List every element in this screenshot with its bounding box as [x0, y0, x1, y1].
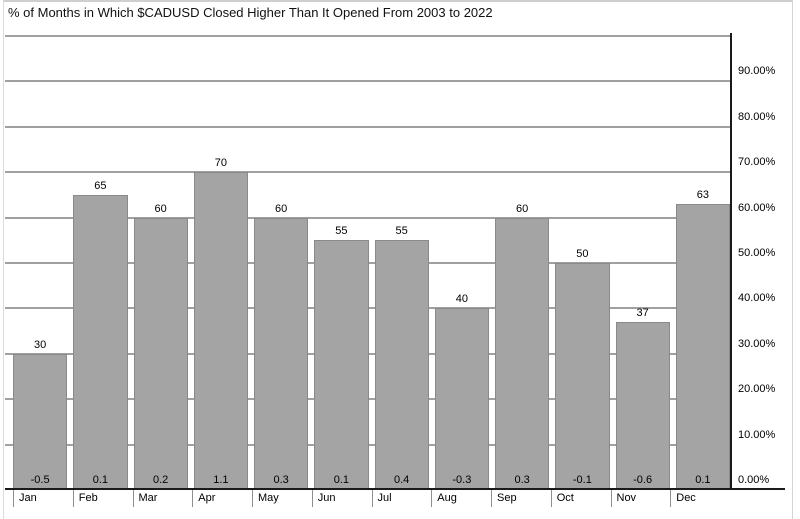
bar-feb: 0.1 — [73, 194, 128, 490]
gridline-90 — [5, 80, 732, 83]
month-label-jul: Jul — [371, 490, 432, 507]
bar-value-label: 63 — [696, 188, 709, 201]
bar-change-label: 0.1 — [695, 474, 711, 486]
y-axis-label: 80.00% — [738, 110, 776, 123]
bar-nov: -0.6 — [615, 322, 670, 490]
bar-aug: -0.3 — [434, 308, 489, 490]
bar-value-label: 55 — [335, 225, 348, 238]
chart-title: % of Months in Which $CADUSD Closed High… — [8, 5, 493, 20]
bar-cell-sep: 60 0.3 — [495, 36, 550, 490]
y-axis-label: 0.00% — [738, 474, 770, 486]
y-axis-label: 30.00% — [738, 337, 776, 350]
bar-cell-jan: 30 -0.5 — [13, 36, 68, 490]
gridline-50 — [5, 262, 732, 264]
bar-change-label: -0.1 — [572, 474, 592, 486]
gridline-20 — [5, 398, 732, 401]
bar-change-label: -0.5 — [30, 474, 50, 486]
bar-change-label: 1.1 — [213, 474, 229, 486]
month-label-dec: Dec — [670, 490, 730, 507]
bar-cell-jun: 55 0.1 — [314, 36, 369, 490]
bar-change-label: 0.1 — [92, 474, 109, 486]
month-label-jun: Jun — [311, 490, 372, 507]
bar-value-label: 60 — [275, 202, 288, 215]
bar-change-label: 0.3 — [273, 474, 289, 486]
gridline-80 — [5, 125, 732, 128]
bar-value-label: 60 — [154, 202, 167, 215]
y-axis-label: 90.00% — [738, 65, 776, 78]
gridline-60 — [5, 216, 732, 219]
gridline-30 — [5, 352, 732, 355]
bar-value-label: 55 — [395, 225, 408, 238]
gridline-70 — [5, 171, 732, 174]
month-label-aug: Aug — [431, 490, 491, 507]
y-axis-label: 50.00% — [738, 247, 776, 259]
bar-jun: 0.1 — [314, 240, 369, 490]
y-axis-label: 70.00% — [738, 156, 776, 169]
bar-cell-dec: 63 0.1 — [675, 36, 730, 490]
bar-oct: -0.1 — [555, 263, 610, 490]
x-axis-category-row: Jan Feb Mar Apr May Jun Jul Aug Sep Oct Nov Dec — [13, 490, 730, 507]
bar-sep: 0.3 — [495, 217, 550, 490]
y-axis-label: 40.00% — [738, 292, 776, 305]
bar-value-label: 40 — [455, 293, 468, 306]
bar-cell-oct: 50 -0.1 — [555, 36, 610, 490]
gridline-40 — [5, 307, 732, 310]
bar-cell-may: 60 0.3 — [254, 36, 309, 490]
bar-change-label: 0.2 — [152, 474, 169, 486]
bar-value-label: 30 — [34, 338, 47, 351]
bar-cell-nov: 37 -0.6 — [615, 36, 670, 490]
gridline-10 — [5, 443, 732, 446]
bar-change-label: 0.4 — [393, 474, 410, 486]
bar-cell-feb: 65 0.1 — [73, 36, 128, 490]
bar-change-label: -0.3 — [452, 474, 472, 486]
month-label-jan: Jan — [13, 490, 73, 507]
plot-area: 30 -0.5 65 0.1 60 0.2 70 1.1 60 0.3 55 0.1 55 0.4 40 -0… — [13, 36, 730, 490]
gridline-100 — [5, 35, 732, 37]
bar-jul: 0.4 — [374, 240, 429, 490]
bar-value-label: 70 — [214, 157, 227, 170]
bar-change-label: -0.6 — [633, 474, 653, 486]
bar-change-label: 0.1 — [333, 474, 350, 486]
bar-cell-mar: 60 0.2 — [133, 36, 188, 490]
month-label-may: May — [252, 490, 312, 507]
y-axis-label: 10.00% — [738, 428, 776, 441]
month-label-nov: Nov — [610, 490, 671, 507]
bar-apr: 1.1 — [193, 172, 248, 490]
month-label-oct: Oct — [550, 490, 611, 507]
bar-may: 0.3 — [254, 217, 309, 490]
bar-value-label: 37 — [636, 307, 649, 320]
bar-cell-jul: 55 0.4 — [374, 36, 429, 490]
month-label-apr: Apr — [192, 490, 252, 507]
bar-value-label: 60 — [516, 202, 529, 215]
y-axis-label: 20.00% — [738, 383, 776, 396]
x-axis-line — [5, 488, 785, 490]
bar-dec: 0.1 — [675, 203, 730, 490]
bar-value-label: 65 — [94, 179, 107, 192]
bar-cell-aug: 40 -0.3 — [434, 36, 489, 490]
month-label-feb: Feb — [72, 490, 133, 507]
y-axis-line — [730, 33, 732, 490]
bar-jan: -0.5 — [13, 353, 68, 490]
bar-cell-apr: 70 1.1 — [193, 36, 248, 490]
bar-mar: 0.2 — [133, 217, 188, 490]
bar-value-label: 50 — [576, 248, 589, 260]
month-label-sep: Sep — [491, 490, 551, 507]
month-label-mar: Mar — [132, 490, 193, 507]
y-axis-label: 60.00% — [738, 201, 776, 214]
bar-change-label: 0.3 — [514, 474, 530, 486]
